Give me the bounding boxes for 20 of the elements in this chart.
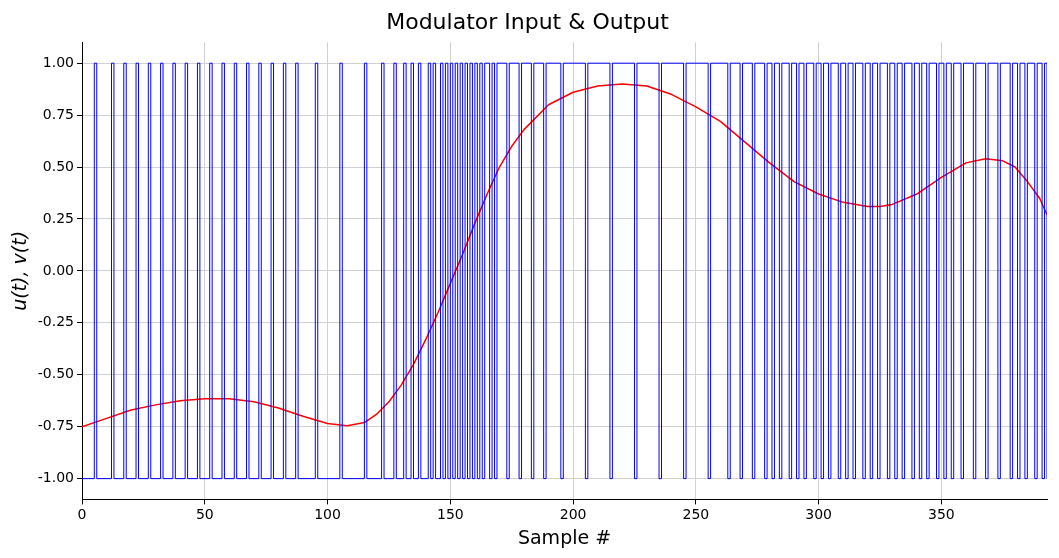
y-tick-label: 1.00: [42, 53, 75, 70]
x-axis-title: Sample #: [517, 525, 612, 548]
x-tick-label: 0: [77, 506, 87, 523]
x-tick-label: 350: [928, 506, 955, 523]
y-tick-label: 0.75: [42, 105, 75, 122]
y-tick-label: -0.50: [37, 365, 75, 382]
x-tick-label: 100: [314, 506, 341, 523]
x-tick-label: 300: [805, 506, 833, 523]
x-tick-label: 50: [195, 506, 214, 523]
y-tick-label: -0.25: [37, 313, 75, 330]
chart-title: Modulator Input & Output: [386, 8, 670, 34]
y-tick-label: -0.75: [37, 417, 75, 434]
x-tick-label: 150: [436, 506, 464, 523]
y-tick-label: 0.50: [42, 157, 75, 174]
x-tick-label: 200: [559, 506, 587, 523]
x-tick-label: 250: [682, 506, 710, 523]
y-tick-label: 0.00: [42, 261, 75, 278]
y-tick-label: -1.00: [37, 469, 75, 486]
y-tick-label: 0.25: [42, 209, 75, 226]
y-axis-title: u(t), v(t): [8, 230, 31, 311]
